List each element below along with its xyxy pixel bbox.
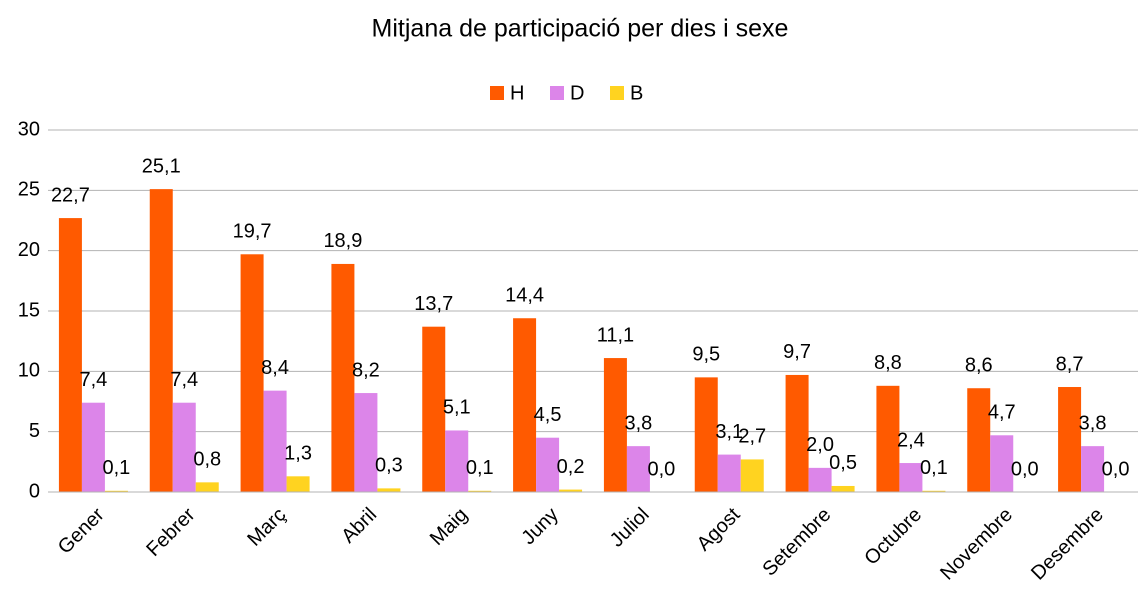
x-tick-label: Desembre	[1027, 504, 1108, 585]
x-tick-label: Setembre	[758, 504, 835, 581]
x-tick-label: Abril	[337, 504, 381, 548]
bar	[513, 318, 537, 492]
data-label: 13,7	[414, 293, 453, 315]
y-tick-label: 5	[29, 420, 40, 442]
data-label: 3,8	[1079, 412, 1107, 434]
bar	[58, 218, 82, 492]
x-tick-label: Novembre	[936, 504, 1017, 585]
y-tick-label: 20	[18, 239, 40, 261]
chart-title: Mitjana de participació per dies i sexe	[372, 15, 789, 43]
legend-label: D	[570, 82, 584, 104]
data-label: 0,2	[557, 456, 585, 478]
bar	[468, 490, 492, 492]
bar	[876, 385, 900, 492]
data-label: 0,1	[466, 457, 494, 479]
bar	[445, 430, 469, 492]
bar	[422, 326, 446, 492]
data-label: 25,1	[142, 155, 181, 177]
bar	[286, 476, 310, 492]
bar	[603, 358, 627, 492]
bar	[536, 437, 560, 492]
data-label: 5,1	[443, 397, 471, 419]
bar	[922, 490, 946, 492]
bar	[831, 485, 855, 492]
y-tick-label: 0	[29, 480, 40, 502]
data-label: 4,5	[534, 404, 562, 426]
bar	[104, 490, 128, 492]
bar	[559, 489, 583, 492]
bar	[240, 254, 264, 492]
data-label: 2,0	[806, 434, 834, 456]
y-tick-label: 30	[18, 118, 40, 140]
x-tick-label: Octubre	[860, 504, 926, 570]
x-tick-label: Març	[243, 504, 290, 551]
data-label: 11,1	[597, 324, 634, 346]
bar	[717, 454, 741, 492]
legend-swatch	[490, 86, 504, 100]
data-label: 0,3	[375, 455, 403, 477]
data-label: 8,2	[352, 359, 380, 381]
data-label: 0,8	[193, 449, 221, 471]
data-label: 8,8	[874, 352, 902, 374]
x-tick-label: Gener	[54, 503, 109, 558]
data-label: 0,0	[1102, 458, 1130, 480]
data-label: 7,4	[80, 369, 108, 391]
bar	[626, 446, 650, 492]
x-tick-label: Agost	[693, 503, 745, 555]
bar	[967, 388, 991, 492]
data-label: 18,9	[323, 230, 362, 252]
data-label: 9,7	[783, 341, 811, 363]
data-label: 4,7	[988, 402, 1016, 424]
data-label: 19,7	[233, 221, 272, 243]
legend-label: H	[510, 82, 524, 104]
data-label: 0,5	[829, 452, 857, 474]
bar	[81, 402, 105, 492]
bar	[740, 459, 764, 492]
bar	[899, 463, 923, 492]
bar	[263, 390, 287, 492]
data-label: 8,7	[1056, 353, 1084, 375]
data-label: 2,4	[897, 429, 925, 451]
data-label: 0,1	[920, 457, 948, 479]
bar	[694, 377, 718, 492]
legend-swatch	[550, 86, 564, 100]
data-label: 3,8	[625, 412, 653, 434]
y-tick-label: 25	[18, 179, 40, 201]
legend-label: B	[630, 82, 643, 104]
data-label: 1,3	[284, 443, 312, 465]
bar	[331, 263, 355, 492]
legend-swatch	[610, 86, 624, 100]
data-label: 0,0	[1011, 458, 1039, 480]
data-label: 3,1	[715, 421, 743, 443]
data-label: 8,6	[965, 355, 993, 377]
bar	[354, 393, 378, 492]
x-tick-label: Juliol	[606, 504, 654, 552]
bar	[195, 482, 219, 492]
x-tick-label: Juny	[517, 504, 562, 549]
y-tick-label: 15	[18, 299, 40, 321]
x-tick-label: Maig	[426, 504, 472, 550]
bar	[172, 402, 196, 492]
data-label: 14,4	[505, 285, 544, 307]
y-tick-label: 10	[18, 360, 40, 382]
bar	[149, 189, 173, 493]
x-tick-label: Febrer	[142, 503, 199, 560]
data-label: 9,5	[692, 344, 720, 366]
data-label: 0,0	[648, 458, 676, 480]
bar	[377, 488, 401, 492]
data-label: 7,4	[170, 369, 198, 391]
bar	[808, 467, 832, 492]
data-label: 8,4	[261, 357, 289, 379]
bar	[1058, 387, 1082, 492]
bar	[785, 374, 809, 492]
data-label: 2,7	[738, 426, 766, 448]
bar	[990, 435, 1014, 492]
data-label: 0,1	[103, 457, 131, 479]
data-label: 22,7	[51, 184, 90, 206]
bar	[1081, 446, 1105, 492]
